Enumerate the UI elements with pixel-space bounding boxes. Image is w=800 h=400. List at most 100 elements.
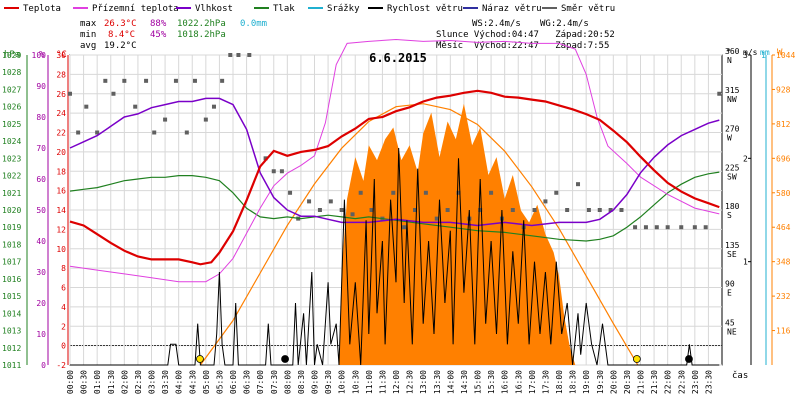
watt-tick: 348 xyxy=(776,258,791,267)
x-tick-label: 14:00 xyxy=(446,370,455,394)
x-tick-label: 22:00 xyxy=(664,370,673,394)
pct-tick: 50 xyxy=(36,206,46,215)
x-tick-label: 09:30 xyxy=(324,370,333,394)
celsius-tick: 14 xyxy=(56,206,66,215)
series-line xyxy=(69,89,720,266)
legend-label: Tlak xyxy=(273,4,295,14)
direction-compass: NE xyxy=(727,327,737,336)
wind-direction-point xyxy=(489,190,494,195)
wind-direction-point xyxy=(413,208,418,212)
direction-compass: N xyxy=(727,56,732,65)
wind-direction-point xyxy=(247,53,252,57)
celsius-tick: 26 xyxy=(56,90,66,99)
direction-tick: 135 xyxy=(725,241,740,250)
pct-tick: 90 xyxy=(36,82,46,91)
watt-tick: 1044 xyxy=(776,51,795,60)
pct-tick: 70 xyxy=(36,144,46,153)
x-tick-label: 03:00 xyxy=(148,370,157,394)
wind-direction-point xyxy=(654,225,659,230)
ms-unit: m/s xyxy=(743,48,758,57)
hpa-tick: 1027 xyxy=(2,85,21,94)
wind-direction-point xyxy=(122,78,127,83)
sun-times: Slunce Východ:04:47 Západ:20:52 xyxy=(436,30,615,40)
legend-label: Srážky xyxy=(327,4,360,14)
watt-tick: 116 xyxy=(776,327,791,336)
wind-direction-point xyxy=(163,117,168,122)
wind-direction-point xyxy=(144,78,149,83)
wind-direction-point xyxy=(554,190,559,195)
wind-direction-point xyxy=(643,225,648,230)
x-tick-label: 19:00 xyxy=(582,370,591,394)
direction-tick: 180 xyxy=(725,202,740,211)
pct-tick: 40 xyxy=(36,237,46,246)
avg-temp: 19.2°C xyxy=(104,41,137,51)
wind-direction-point xyxy=(478,208,483,212)
max-press: 1022.2hPa xyxy=(177,19,226,29)
x-tick-label: 18:30 xyxy=(569,370,578,394)
x-tick-label: 12:30 xyxy=(406,370,415,394)
sunrise-marker xyxy=(196,355,204,363)
direction-compass: SE xyxy=(727,250,737,259)
wind-direction-point xyxy=(103,78,108,83)
direction-compass: W xyxy=(727,134,732,143)
series-line xyxy=(70,147,720,366)
celsius-tick: 28 xyxy=(56,70,66,79)
wind-direction-point xyxy=(434,216,439,221)
wind-direction-point xyxy=(211,104,216,109)
celsius-tick: 18 xyxy=(56,167,66,176)
x-tick-label: 02:00 xyxy=(120,370,129,394)
celsius-tick: 6 xyxy=(61,284,66,293)
watt-unit: W xyxy=(777,48,783,58)
celsius-unit: °C xyxy=(56,50,67,60)
pct-tick: 20 xyxy=(36,299,46,308)
x-tick-label: 15:30 xyxy=(487,370,496,394)
wind-direction-point xyxy=(532,208,537,212)
hpa-tick: 1029 xyxy=(2,51,21,60)
celsius-tick: 22 xyxy=(56,129,66,138)
x-tick-label: 21:00 xyxy=(637,370,646,394)
direction-tick: 225 xyxy=(725,163,740,172)
min-label: min xyxy=(80,30,96,40)
avg-label: avg xyxy=(80,41,96,51)
x-tick-label: 07:30 xyxy=(270,370,279,394)
direction-unit: ° xyxy=(726,48,731,58)
wind-direction-point xyxy=(565,208,570,212)
direction-compass: NW xyxy=(727,95,737,104)
hpa-tick: 1017 xyxy=(2,258,21,267)
wind-direction-point xyxy=(423,190,428,195)
hpa-tick: 1022 xyxy=(2,172,21,181)
direction-compass: S xyxy=(727,211,732,220)
wind-direction-point xyxy=(703,225,708,230)
max-hum: 88% xyxy=(150,19,167,29)
x-tick-label: 20:30 xyxy=(623,370,632,394)
watt-tick: 928 xyxy=(776,85,791,94)
wind-direction-point xyxy=(692,225,697,230)
x-tick-label: 13:00 xyxy=(419,370,428,394)
wind-direction-point xyxy=(543,199,548,204)
x-tick-label: 04:30 xyxy=(188,370,197,394)
pct-tick: 0 xyxy=(41,361,46,370)
wg-value: WG:2.4m/s xyxy=(540,19,589,29)
chart-title: 6.6.2015 xyxy=(369,51,427,65)
watt-tick: 580 xyxy=(776,189,791,198)
wind-direction-point xyxy=(184,130,189,135)
x-tick-label: 18:00 xyxy=(555,370,564,394)
hpa-unit: hPa xyxy=(4,50,20,60)
hpa-tick: 1025 xyxy=(2,120,21,129)
wind-direction-point xyxy=(317,208,322,212)
moonrise-marker xyxy=(685,355,693,363)
hpa-tick: 1023 xyxy=(2,154,21,163)
x-tick-label: 15:00 xyxy=(474,370,483,394)
legend-label: Přízemní teplota xyxy=(92,4,179,14)
x-tick-label: 00:00 xyxy=(66,370,75,394)
min-temp: 8.4°C xyxy=(108,30,135,40)
celsius-tick: 24 xyxy=(56,109,66,118)
hpa-tick: 1015 xyxy=(2,292,21,301)
x-tick-label: 08:30 xyxy=(297,370,306,394)
x-tick-label: 12:00 xyxy=(392,370,401,394)
celsius-tick: 0 xyxy=(61,342,66,351)
wind-direction-point xyxy=(328,199,333,204)
x-tick-label: 01:30 xyxy=(107,370,116,394)
wind-direction-point xyxy=(152,130,157,135)
watt-tick: 232 xyxy=(776,292,791,301)
